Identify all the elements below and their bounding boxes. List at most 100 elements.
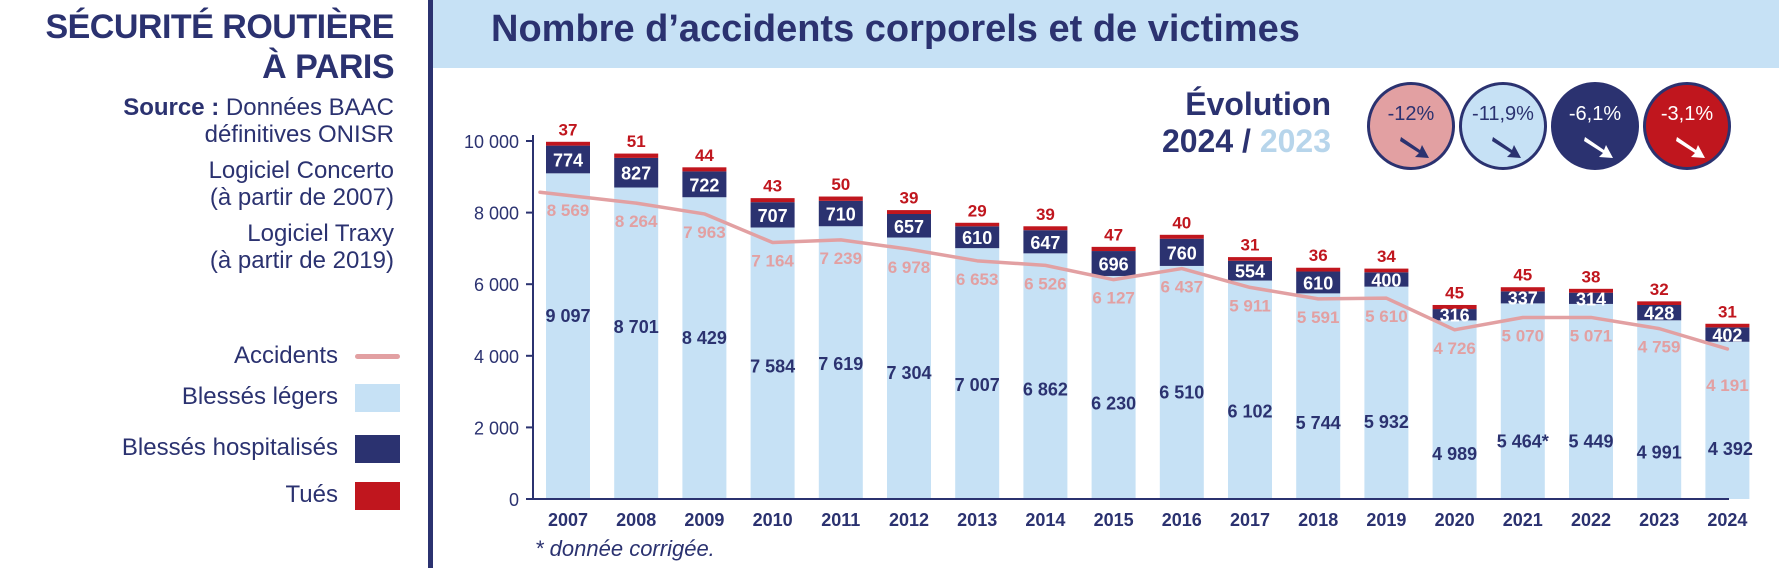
label-tues: 37 bbox=[559, 120, 578, 139]
label-accidents: 7 164 bbox=[751, 252, 794, 271]
page-title-line2: À PARIS bbox=[262, 48, 394, 86]
bar-blesses-legers bbox=[1159, 265, 1204, 499]
label-blesses-hospitalises: 428 bbox=[1644, 304, 1674, 324]
label-tues: 50 bbox=[831, 175, 850, 194]
label-tues: 51 bbox=[627, 132, 646, 151]
label-accidents: 5 071 bbox=[1570, 326, 1613, 345]
source-line1: Source : Données BAAC bbox=[123, 94, 394, 122]
legend-label: Blessés hospitalisés bbox=[121, 434, 338, 461]
label-blesses-legers: 8 701 bbox=[614, 317, 659, 337]
label-blesses-hospitalises: 316 bbox=[1440, 306, 1470, 326]
legend-label: Accidents bbox=[233, 342, 338, 369]
label-blesses-legers: 7 584 bbox=[750, 357, 795, 377]
evolution-title: Évolution 2024 / 2023 bbox=[1162, 86, 1331, 160]
bar-blesses-hospitalises bbox=[1364, 272, 1409, 287]
evolution-separator: / bbox=[1233, 123, 1260, 159]
x-tick-label: 2021 bbox=[1503, 510, 1543, 530]
evolution-badge-tues: -3,1% bbox=[1643, 82, 1731, 170]
bar-blesses-hospitalises bbox=[1159, 238, 1204, 266]
label-blesses-hospitalises: 827 bbox=[621, 164, 651, 184]
y-tick-label: 8 000 bbox=[474, 204, 519, 224]
concerto-line1: Logiciel Concerto bbox=[208, 157, 394, 184]
bar-blesses-hospitalises bbox=[1023, 230, 1068, 254]
bar-tues bbox=[546, 141, 590, 146]
label-blesses-legers: 7 619 bbox=[818, 354, 863, 374]
bar-blesses-legers bbox=[1432, 320, 1477, 499]
label-tues: 44 bbox=[695, 146, 714, 165]
bar-tues bbox=[955, 222, 1000, 227]
label-accidents: 5 591 bbox=[1297, 308, 1340, 327]
label-blesses-legers: 5 744 bbox=[1296, 413, 1341, 433]
legend-label: Blessés légers bbox=[181, 383, 338, 410]
bar-blesses-legers bbox=[1637, 320, 1682, 499]
x-tick-label: 2020 bbox=[1435, 510, 1475, 530]
arrow-down-right-icon bbox=[1676, 137, 1705, 158]
label-accidents: 5 070 bbox=[1502, 326, 1545, 345]
label-blesses-hospitalises: 696 bbox=[1099, 255, 1129, 275]
badge-value: -12% bbox=[1387, 103, 1435, 125]
source-label: Source : bbox=[123, 94, 220, 121]
label-tues: 39 bbox=[900, 189, 919, 208]
bar-blesses-legers bbox=[1500, 303, 1545, 499]
bar-tues bbox=[614, 153, 659, 158]
bar-blesses-legers bbox=[818, 226, 863, 499]
y-tick-label: 4 000 bbox=[474, 347, 519, 367]
bar-blesses-hospitalises bbox=[1500, 291, 1545, 304]
bar-tues bbox=[1091, 246, 1136, 252]
label-blesses-hospitalises: 610 bbox=[962, 228, 992, 248]
bar-blesses-hospitalises bbox=[955, 226, 1000, 249]
label-accidents: 6 526 bbox=[1024, 274, 1067, 293]
bar-tues bbox=[750, 198, 795, 203]
badge-value: -11,9% bbox=[1472, 103, 1534, 125]
legend-item-blesses-hospitalises: Blessés hospitalisés bbox=[0, 432, 400, 466]
bar-blesses-legers bbox=[1091, 275, 1136, 499]
legend-swatch bbox=[355, 435, 400, 463]
y-tick-label: 6 000 bbox=[474, 275, 519, 295]
label-blesses-hospitalises: 314 bbox=[1576, 289, 1606, 309]
label-accidents: 6 653 bbox=[956, 270, 999, 289]
bar-tues bbox=[887, 210, 931, 214]
label-accidents: 6 437 bbox=[1161, 278, 1204, 297]
evolution-badge-blesses-legers: -11,9% bbox=[1459, 82, 1547, 170]
label-blesses-legers: 5 932 bbox=[1364, 412, 1409, 432]
bar-blesses-legers bbox=[955, 248, 1000, 499]
label-blesses-hospitalises: 774 bbox=[553, 150, 583, 170]
bar-blesses-legers bbox=[614, 187, 659, 499]
label-tues: 36 bbox=[1309, 246, 1328, 265]
legend-label: Tués bbox=[285, 481, 338, 508]
bar-blesses-hospitalises bbox=[614, 157, 659, 188]
bar-blesses-hospitalises bbox=[1228, 260, 1272, 281]
chart-title: Nombre d’accidents corporels et de victi… bbox=[491, 8, 1300, 50]
label-blesses-legers: 4 991 bbox=[1637, 443, 1682, 463]
x-tick-label: 2015 bbox=[1094, 510, 1134, 530]
bar-blesses-hospitalises bbox=[1296, 271, 1341, 294]
label-accidents: 4 726 bbox=[1433, 339, 1476, 358]
bar-blesses-hospitalises bbox=[818, 200, 863, 227]
label-tues: 31 bbox=[1718, 302, 1737, 321]
left-panel: SÉCURITÉ ROUTIÈRE À PARIS Source : Donné… bbox=[0, 0, 400, 568]
label-tues: 34 bbox=[1377, 247, 1396, 266]
footnote: * donnée corrigée. bbox=[535, 536, 715, 561]
arrow-down-right-icon bbox=[1400, 137, 1429, 158]
label-blesses-hospitalises: 554 bbox=[1235, 262, 1265, 282]
bar-blesses-legers bbox=[682, 197, 727, 499]
bar-blesses-legers bbox=[1364, 286, 1409, 499]
evolution-years: 2024 / 2023 bbox=[1162, 123, 1331, 160]
legend-line-swatch bbox=[355, 354, 400, 359]
label-accidents: 8 569 bbox=[547, 201, 590, 220]
label-tues: 47 bbox=[1104, 225, 1123, 244]
x-tick-label: 2023 bbox=[1639, 510, 1679, 530]
bar-blesses-legers bbox=[546, 173, 590, 499]
evolution-label: Évolution bbox=[1185, 86, 1331, 122]
source-text1: Données BAAC bbox=[225, 94, 394, 121]
x-tick-label: 2018 bbox=[1298, 510, 1338, 530]
legend-item-tues: Tués bbox=[0, 479, 400, 513]
label-blesses-legers: 4 989 bbox=[1432, 444, 1477, 464]
legend-item-accidents: Accidents bbox=[0, 340, 400, 374]
legend-item-blesses-legers: Blessés légers bbox=[0, 381, 400, 415]
bar-tues bbox=[818, 196, 863, 201]
badge-value: -6,1% bbox=[1568, 103, 1622, 125]
label-tues: 32 bbox=[1650, 280, 1669, 299]
label-blesses-hospitalises: 337 bbox=[1508, 288, 1538, 308]
bar-tues bbox=[1569, 288, 1613, 293]
